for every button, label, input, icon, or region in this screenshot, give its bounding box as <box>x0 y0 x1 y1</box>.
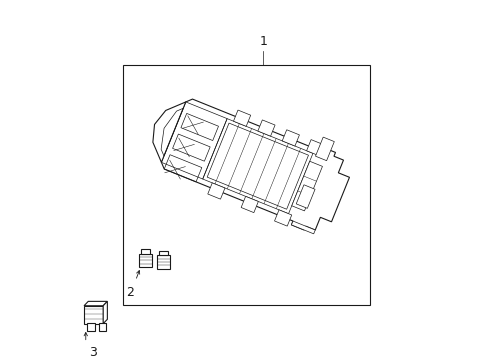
Polygon shape <box>257 120 275 136</box>
Polygon shape <box>103 301 107 324</box>
Polygon shape <box>159 251 168 256</box>
Polygon shape <box>157 256 170 269</box>
Text: 2: 2 <box>126 286 134 299</box>
Polygon shape <box>161 99 349 230</box>
Polygon shape <box>84 301 107 306</box>
Polygon shape <box>315 137 334 161</box>
Polygon shape <box>141 249 150 254</box>
Polygon shape <box>233 110 250 126</box>
Polygon shape <box>207 183 224 199</box>
Polygon shape <box>306 140 323 156</box>
Polygon shape <box>282 130 299 146</box>
Polygon shape <box>139 254 152 267</box>
Text: 1: 1 <box>259 35 267 48</box>
Polygon shape <box>161 102 226 179</box>
Polygon shape <box>84 306 103 324</box>
Polygon shape <box>241 196 258 213</box>
Polygon shape <box>291 221 315 234</box>
Polygon shape <box>153 102 185 162</box>
Bar <box>122 65 369 305</box>
Text: 3: 3 <box>88 346 96 359</box>
Polygon shape <box>296 185 314 208</box>
Polygon shape <box>87 323 95 330</box>
Polygon shape <box>99 323 106 330</box>
Polygon shape <box>274 210 291 226</box>
Polygon shape <box>291 161 322 211</box>
